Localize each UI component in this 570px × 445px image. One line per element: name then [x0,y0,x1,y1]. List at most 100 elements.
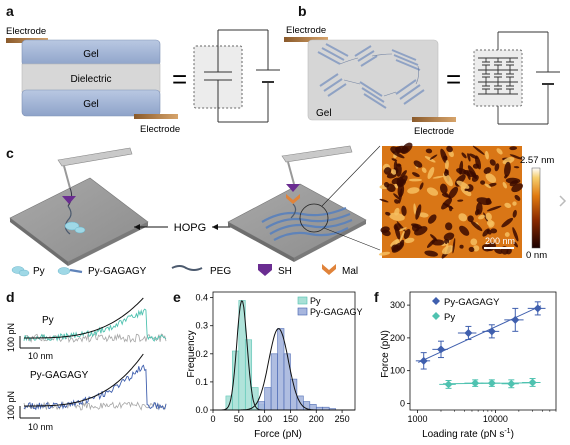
y-tick-label-f: 100 [390,366,405,376]
afm-texture-blob [459,225,470,236]
afm-texture-blob [501,217,514,228]
legend-label-py-gagagy: Py-GAGAGY [310,307,363,317]
data-point-py [444,380,453,389]
zoom-circle [299,203,329,233]
wlc-fit-curve [24,353,144,407]
afm-texture-blob [489,159,496,166]
afm-texture-blob [394,199,400,204]
afm-texture-blob [459,160,464,175]
panel-d: Py 100 pN 10 nm Py-GAGAGY 100 pN 10 nm [6,297,167,432]
y-tick-label-e: 0.2 [195,349,208,359]
afm-texture-blob [378,251,391,256]
retract-trace [23,308,167,342]
afm-texture-blob [513,166,520,169]
afm-texture-blob [379,198,389,203]
afm-texture-blob [444,160,449,170]
fibril-bundle-on-hopg [261,206,353,241]
afm-texture-blob [408,178,423,182]
legend-sh: SH [278,266,292,277]
afm-texture-blob [440,148,448,164]
afm-texture-blob [485,212,492,221]
afm-texture-blob [411,223,423,229]
panel-letter-f: f [374,289,379,305]
afm-texture-blob [442,202,454,209]
afm-texture-blob [486,205,502,212]
x-tick-label-e: 0 [210,414,215,424]
force-curve-py [23,297,167,344]
afm-texture-blob [478,214,485,220]
chevron-right-icon [559,195,567,207]
schematic-legend: Py Py-GAGAGY PEG SH Mal [11,264,358,277]
afm-texture-blob [439,183,448,194]
y-scale-label-bottom: 100 pN [6,391,16,420]
afm-texture-blob [444,242,449,255]
afm-texture-blob [412,172,420,178]
afm-texture-blob [486,229,492,235]
afm-texture-blob [394,183,398,189]
afm-texture-blob [404,237,415,244]
legend-label-f-py: Py [444,312,455,323]
afm-texture-blob [470,220,483,232]
afm-cantilever-left [57,147,133,167]
baseline-trace [23,401,167,411]
afm-texture-blob [394,146,402,153]
panel-letter-c: c [6,145,14,161]
legend-mal: Mal [342,266,358,277]
afm-texture-blob [445,222,453,231]
thiol-tip-marker-right [286,184,300,192]
data-point-py-gagagy [533,304,542,313]
electrode-bottom-label-b: Electrode [414,126,454,137]
afm-cantilever-right [281,145,353,163]
afm-texture-blob [467,165,477,180]
electrode-top-label: Electrode [6,26,46,37]
afm-texture-blob [381,229,391,237]
afm-texture-blob [505,177,521,184]
afm-texture-blob [509,146,518,151]
afm-texture-blob [459,244,464,249]
gel-label-b: Gel [316,108,332,119]
force-histogram-chart: 0 50 100 150 200 250 0.0 0.1 0.2 0.3 0.4 Force (pN… [186,291,363,440]
afm-texture-blob [512,201,517,206]
electrode-top-label-b: Electrode [286,25,326,36]
x-tick-label-e: 250 [335,414,350,424]
afm-texture-blob [472,145,485,155]
hopg-plate-right [227,183,367,259]
x-axis-label-e: Force (pN) [254,429,302,440]
histogram-bar-py-gagagy [264,387,272,411]
arrow-right [212,224,218,230]
arrow-left [134,224,140,230]
afm-texture-blob [514,194,521,201]
legend-swatch-py-gagagy [297,307,308,316]
afm-texture-blob [494,163,500,172]
afm-texture-blob [400,170,407,179]
afm-texture-blob [389,212,405,221]
y-tick-label-e: 0.1 [195,377,208,387]
linear-fit-py-gagagy [418,305,542,363]
electrode-bottom-plate [134,114,178,119]
afm-texture-blob [509,154,523,160]
force-curve-py-gagagy [23,353,167,411]
afm-texture-blob [391,158,398,162]
data-point-py-gagagy [487,327,496,336]
panel-letter-b: b [298,3,307,19]
x-scale-label-bottom: 10 nm [28,422,53,432]
x-tick-label-f: 1000 [408,414,428,424]
data-point-py-gagagy [511,315,520,324]
afm-texture-blob [385,211,391,216]
afm-texture-blob [488,182,497,187]
afm-colorbar [531,167,541,249]
loading-rate-chart: 1000 10000 0 100 200 300 Loading rate (pN s-1… [380,291,557,440]
afm-texture-blob [494,248,503,255]
afm-texture-blob [391,169,397,175]
afm-texture-blob [472,245,480,252]
legend-marker-py-gagagy [432,297,440,305]
afm-texture-blob [490,228,498,234]
afm-texture-blob [383,181,390,188]
afm-texture-blob [474,155,482,170]
afm-texture-blob [443,232,455,241]
legend-py: Py [33,266,45,277]
y-axis-label-f: Force (pN) [380,330,391,378]
gel-bottom-label: Gel [83,99,99,110]
afm-texture-blob [446,145,453,153]
